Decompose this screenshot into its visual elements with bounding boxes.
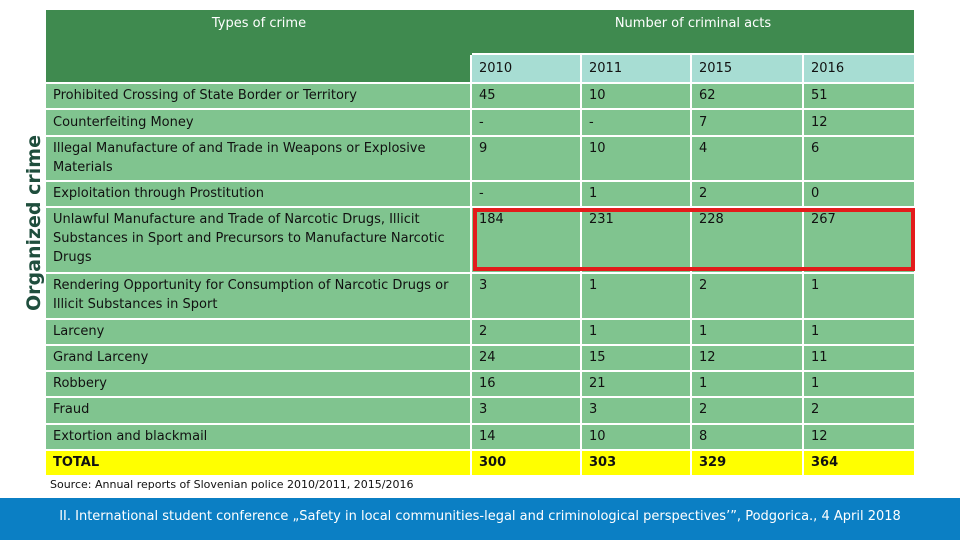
value-cell-2015: 7	[699, 115, 708, 130]
year-header-2010: 2010	[472, 55, 580, 82]
value-cell-2010: 45	[479, 88, 496, 103]
crime-type-label: Grand Larceny	[53, 350, 149, 365]
crime-type-label: Larceny	[53, 324, 105, 339]
value-cell-2010: 14	[479, 429, 496, 444]
table-row	[46, 318, 914, 344]
value-cell-2011: 15	[589, 350, 606, 365]
value-cell-2010: 24	[479, 350, 496, 365]
crime-type-label: Prohibited Crossing of State Border or T…	[53, 88, 357, 103]
column-divider	[470, 55, 472, 476]
value-cell-2011: 231	[589, 212, 614, 227]
value-cell-2015: 8	[699, 429, 708, 444]
table-row	[46, 108, 914, 135]
value-cell-2011: 3	[589, 402, 598, 417]
total-label: TOTAL	[53, 455, 100, 470]
header-types-of-crime: Types of crime	[46, 10, 472, 83]
value-cell-2015: 329	[699, 455, 727, 470]
value-cell-2016: 12	[811, 115, 828, 130]
value-cell-2015: 2	[699, 278, 708, 293]
value-cell-2011: 10	[589, 88, 606, 103]
column-divider	[802, 55, 804, 476]
value-cell-2016: 6	[811, 141, 820, 156]
value-cell-2016: 2	[811, 402, 820, 417]
year-header-2011: 2011	[582, 55, 690, 82]
value-cell-2010: 300	[479, 455, 507, 470]
value-cell-2015: 228	[699, 212, 724, 227]
crime-type-label: Extortion and blackmail	[53, 429, 208, 444]
value-cell-2010: -	[479, 186, 484, 201]
table-total-row	[46, 449, 914, 475]
value-cell-2010: 3	[479, 402, 488, 417]
value-cell-2016: 0	[811, 186, 820, 201]
value-cell-2015: 1	[699, 376, 708, 391]
value-cell-2016: 11	[811, 350, 828, 365]
table-row	[46, 396, 914, 423]
value-cell-2016: 12	[811, 429, 828, 444]
value-cell-2010: 3	[479, 278, 488, 293]
crime-type-label: Fraud	[53, 402, 90, 417]
value-cell-2010: 16	[479, 376, 496, 391]
crime-type-label: Illegal Manufacture of and Trade in Weap…	[53, 141, 426, 175]
table-row	[46, 82, 914, 108]
crime-type-label: Robbery	[53, 376, 107, 391]
crime-type-label: Rendering Opportunity for Consumption of…	[53, 278, 449, 312]
value-cell-2011: 21	[589, 376, 606, 391]
table-row	[46, 370, 914, 396]
value-cell-2010: 184	[479, 212, 504, 227]
crime-type-label: Unlawful Manufacture and Trade of Narcot…	[53, 212, 445, 265]
side-label-organized-crime: Organized crime	[23, 135, 45, 311]
value-cell-2016: 1	[811, 278, 820, 293]
highlight-frame-narcotics-row	[473, 208, 915, 271]
table-row	[46, 206, 914, 272]
table-row	[46, 272, 914, 318]
source-note: Source: Annual reports of Slovenian poli…	[50, 478, 414, 491]
value-cell-2011: 1	[589, 278, 598, 293]
value-cell-2010: -	[479, 115, 484, 130]
table-row	[46, 423, 914, 449]
value-cell-2010: 9	[479, 141, 488, 156]
crime-type-label: Counterfeiting Money	[53, 115, 194, 130]
value-cell-2015: 1	[699, 324, 708, 339]
year-header-2016: 2016	[804, 55, 914, 82]
value-cell-2015: 12	[699, 350, 716, 365]
table-row	[46, 180, 914, 206]
conference-footer: II. International student conference „Sa…	[0, 498, 960, 540]
value-cell-2016: 1	[811, 324, 820, 339]
header-number-of-criminal-acts: Number of criminal acts	[472, 10, 914, 53]
year-header-2015: 2015	[692, 55, 802, 82]
value-cell-2015: 2	[699, 402, 708, 417]
value-cell-2015: 62	[699, 88, 716, 103]
value-cell-2011: -	[589, 115, 594, 130]
value-cell-2016: 1	[811, 376, 820, 391]
value-cell-2016: 364	[811, 455, 839, 470]
value-cell-2011: 1	[589, 186, 598, 201]
value-cell-2015: 4	[699, 141, 708, 156]
column-divider	[690, 55, 692, 476]
table-row	[46, 135, 914, 180]
crime-type-label: Exploitation through Prostitution	[53, 186, 264, 201]
column-divider	[580, 55, 582, 476]
value-cell-2011: 303	[589, 455, 617, 470]
value-cell-2010: 2	[479, 324, 488, 339]
value-cell-2011: 1	[589, 324, 598, 339]
value-cell-2015: 2	[699, 186, 708, 201]
table-row	[46, 344, 914, 370]
value-cell-2011: 10	[589, 141, 606, 156]
value-cell-2016: 267	[811, 212, 836, 227]
value-cell-2016: 51	[811, 88, 828, 103]
value-cell-2011: 10	[589, 429, 606, 444]
